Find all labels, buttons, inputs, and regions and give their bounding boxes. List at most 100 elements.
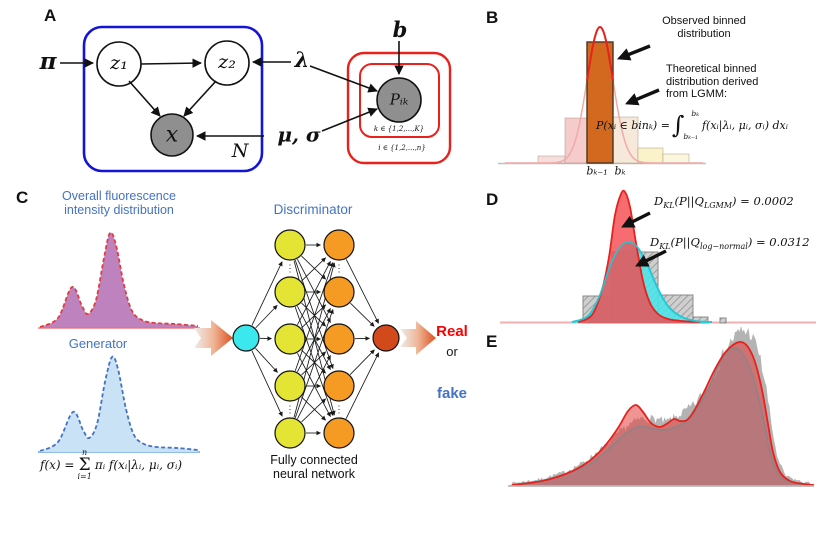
sum-upper-limit: n xyxy=(82,448,88,457)
x-label: x xyxy=(165,122,179,148)
sum-lower-limit: i=1 xyxy=(77,472,92,482)
hidden-layer1-node xyxy=(274,229,306,261)
hidden-layer1-node xyxy=(274,323,306,355)
edge-z1-to-z2 xyxy=(140,58,202,68)
panel-c-label: C xyxy=(16,188,29,207)
dkl-mid: (P||Q xyxy=(670,235,700,249)
output-flow-arrow xyxy=(400,321,436,355)
network-edge xyxy=(345,352,380,419)
lambda-symbol: λ xyxy=(294,46,310,72)
network-edge xyxy=(349,349,375,375)
hatched-histogram-bar xyxy=(719,317,727,324)
panel-a-label: A xyxy=(44,6,57,25)
integral-limits: bₖ bₖ₋₁ xyxy=(683,109,699,141)
fake-label: fake xyxy=(436,385,468,403)
network-edge xyxy=(251,350,283,417)
histogram-bar xyxy=(637,147,664,164)
generator-distribution-chart xyxy=(38,355,200,453)
kl-divergence-lognormal: DKL(P||Qlog−normal) = 0.0312 xyxy=(650,235,810,251)
hidden-layer1-node xyxy=(274,276,306,308)
sigma-sign: Σ xyxy=(78,455,91,475)
network-edge xyxy=(301,302,326,327)
network-edge xyxy=(255,305,278,329)
k-set-label: k ∈ {1,2,...,K} xyxy=(373,124,425,133)
n-plate-label: N xyxy=(231,140,249,163)
kl-lgmm-annotation-arrow xyxy=(621,211,651,228)
edge-lambda-to-pik xyxy=(309,65,378,93)
integral-lower-limit: bₖ₋₁ xyxy=(683,132,698,141)
b-symbol: b xyxy=(392,16,408,42)
binned-probability-formula: P(xᵢ ∈ binₖ) = ∫ bₖ bₖ₋₁ f(xᵢ|λᵢ, μᵢ, σᵢ… xyxy=(596,109,788,141)
network-edge xyxy=(301,257,326,282)
dkl-value: ) = 0.0002 xyxy=(732,194,794,208)
mu-sigma-symbol: μ, σ xyxy=(277,122,321,147)
network-edge xyxy=(301,255,326,280)
plate-N-box xyxy=(82,25,264,173)
network-edge xyxy=(350,302,375,327)
graphical-model-diagram xyxy=(60,25,452,173)
network-edge xyxy=(255,348,278,373)
network-edge xyxy=(301,304,326,329)
overall-distribution-title: Overall fluorescence intensity distribut… xyxy=(62,189,176,218)
or-label: or xyxy=(446,343,458,359)
formula-lhs: f(x) = xyxy=(40,458,75,473)
z2-label: z₂ xyxy=(218,51,236,74)
input-node xyxy=(232,324,260,352)
hidden-layer2-node xyxy=(323,323,355,355)
dkl-sub: KL xyxy=(659,242,671,251)
discriminator-label: Discriminator xyxy=(273,202,353,217)
network-edge xyxy=(345,259,379,324)
real-label: Real xyxy=(436,322,468,340)
dkl-mid: (P||Q xyxy=(674,194,704,208)
dkl-qsub: log−normal xyxy=(699,242,748,251)
theoretical-annotation-arrow xyxy=(625,88,660,106)
annotation-arrows xyxy=(616,44,667,267)
output-node xyxy=(372,324,400,352)
dkl-qsub: LGMM xyxy=(703,201,733,210)
formula-rhs: f(xᵢ|λᵢ, μᵢ, σᵢ) dxᵢ xyxy=(701,118,788,132)
edge-z2-to-x xyxy=(183,80,217,117)
network-edge xyxy=(297,305,331,371)
curve-outline xyxy=(571,241,713,323)
formula-lhs: P(xᵢ ∈ binₖ) = xyxy=(596,118,670,132)
hidden-layer2-node xyxy=(323,370,355,402)
overall-distribution-chart xyxy=(38,231,200,329)
kl-divergence-lgmm: DKL(P||QLGMM) = 0.0002 xyxy=(654,194,794,210)
network-edge xyxy=(297,260,331,326)
distribution-outline xyxy=(39,231,199,328)
more-nodes-ellipsis: ⋮ xyxy=(285,405,295,416)
edge-musigma-to-pik xyxy=(321,107,378,132)
panel-d-label: D xyxy=(486,190,499,209)
fully-connected-label: Fully connected neural network xyxy=(270,453,358,482)
distribution-fill xyxy=(578,190,700,323)
kl-lognormal-annotation-arrow xyxy=(635,249,667,267)
node-pik xyxy=(376,77,422,123)
node-x xyxy=(150,113,194,157)
distribution-fill xyxy=(40,356,198,452)
fit-curve-peak xyxy=(586,26,614,81)
axis-bk-label: bₖ xyxy=(614,164,626,178)
histogram-bar xyxy=(662,153,690,164)
more-nodes-ellipsis: ⋮ xyxy=(334,264,344,275)
network-edge xyxy=(301,398,326,423)
real-or-fake-output: Real or fake xyxy=(426,299,478,405)
network-edge xyxy=(251,261,283,326)
axis-bk-minus1-label: bₖ₋₁ xyxy=(586,164,608,178)
dkl-d: D xyxy=(650,235,660,249)
distribution-fill xyxy=(40,232,198,328)
hidden-layer1-node xyxy=(274,370,306,402)
generator-label: Generator xyxy=(68,336,128,351)
more-nodes-ellipsis: ⋮ xyxy=(334,405,344,416)
summation: n Σ i=1 xyxy=(77,449,91,481)
observed-annotation-arrow xyxy=(616,44,651,61)
network-edge xyxy=(297,352,331,418)
distribution-outline xyxy=(39,355,199,452)
node-z2 xyxy=(204,40,250,86)
network-edge xyxy=(297,258,331,324)
z1-label: z₁ xyxy=(110,52,128,75)
observed-binned-label: Observed binned distribution xyxy=(662,15,746,40)
integral-sign: ∫ xyxy=(671,111,685,139)
dkl-sub: KL xyxy=(663,201,675,210)
hidden-layer2-node xyxy=(323,276,355,308)
